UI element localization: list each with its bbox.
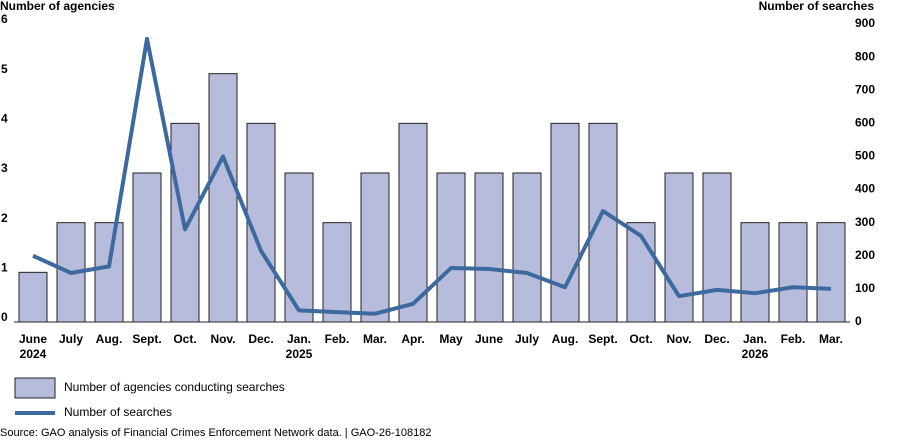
x-tick-label: Feb.: [781, 332, 806, 346]
x-tick-label: Aug.: [96, 332, 123, 346]
y-tick-label: 0: [1, 310, 8, 324]
x-tick-year: 2025: [286, 347, 313, 361]
bar: [18, 271, 48, 323]
x-tick-label: Aug.: [552, 332, 579, 346]
x-tick-label: Dec.: [248, 332, 273, 346]
x-tick-label: Apr.: [401, 332, 424, 346]
bar: [550, 122, 580, 323]
x-tick-label: May: [439, 332, 463, 346]
y2-tick-label: 700: [855, 82, 875, 96]
y2-tick-label: 600: [855, 116, 875, 130]
bar: [436, 172, 466, 323]
legend-label: Number of searches: [64, 405, 172, 419]
legend-swatch: [14, 377, 56, 399]
bar: [778, 222, 808, 323]
y-tick-label: 4: [1, 112, 8, 126]
bar: [132, 172, 162, 323]
y2-tick-label: 0: [855, 314, 862, 328]
x-tick-label: Dec.: [704, 332, 729, 346]
y2-tick-label: 500: [855, 149, 875, 163]
y-tick-label: 6: [1, 12, 8, 26]
y-tick-label: 2: [1, 211, 8, 225]
y-tick-label: 3: [1, 161, 8, 175]
y2-tick-label: 100: [855, 281, 875, 295]
bar: [284, 172, 314, 323]
y2-tick-label: 800: [855, 49, 875, 63]
bar: [360, 172, 390, 323]
x-tick-label: Oct.: [629, 332, 652, 346]
bar: [816, 222, 846, 323]
bar: [664, 172, 694, 323]
x-tick-label: Sept.: [588, 332, 617, 346]
bar: [474, 172, 504, 323]
x-tick-label: July: [59, 332, 83, 346]
bar: [702, 172, 732, 323]
x-tick-label: Mar.: [819, 332, 843, 346]
bar: [740, 222, 770, 323]
x-tick-label: Nov.: [210, 332, 235, 346]
bar: [588, 122, 618, 323]
x-tick-label: Mar.: [363, 332, 387, 346]
y-tick-label: 1: [1, 261, 8, 275]
y2-axis-title: Number of searches: [759, 0, 875, 13]
x-tick-year: 2026: [742, 347, 769, 361]
bar: [322, 222, 352, 323]
x-tick-label: June: [475, 332, 503, 346]
x-tick-label: Nov.: [666, 332, 691, 346]
y2-tick-label: 900: [855, 16, 875, 30]
x-tick-label: Jan.: [743, 332, 767, 346]
x-tick-label: Jan.: [287, 332, 311, 346]
y-axis-title: Number of agencies: [0, 0, 115, 13]
x-tick-year: 2024: [20, 347, 47, 361]
bar: [398, 122, 428, 323]
bar: [208, 73, 238, 323]
legend-label: Number of agencies conducting searches: [64, 380, 285, 394]
y-tick-label: 5: [1, 62, 8, 76]
x-tick-label: June: [19, 332, 47, 346]
bar: [94, 222, 124, 323]
y2-tick-label: 400: [855, 182, 875, 196]
x-tick-label: Feb.: [325, 332, 350, 346]
y2-tick-label: 300: [855, 215, 875, 229]
bar: [512, 172, 542, 323]
source-note: Source: GAO analysis of Financial Crimes…: [0, 427, 431, 439]
line: [32, 36, 832, 316]
x-tick-label: Oct.: [173, 332, 196, 346]
y2-tick-label: 200: [855, 248, 875, 262]
x-tick-label: July: [515, 332, 539, 346]
x-tick-label: Sept.: [132, 332, 161, 346]
